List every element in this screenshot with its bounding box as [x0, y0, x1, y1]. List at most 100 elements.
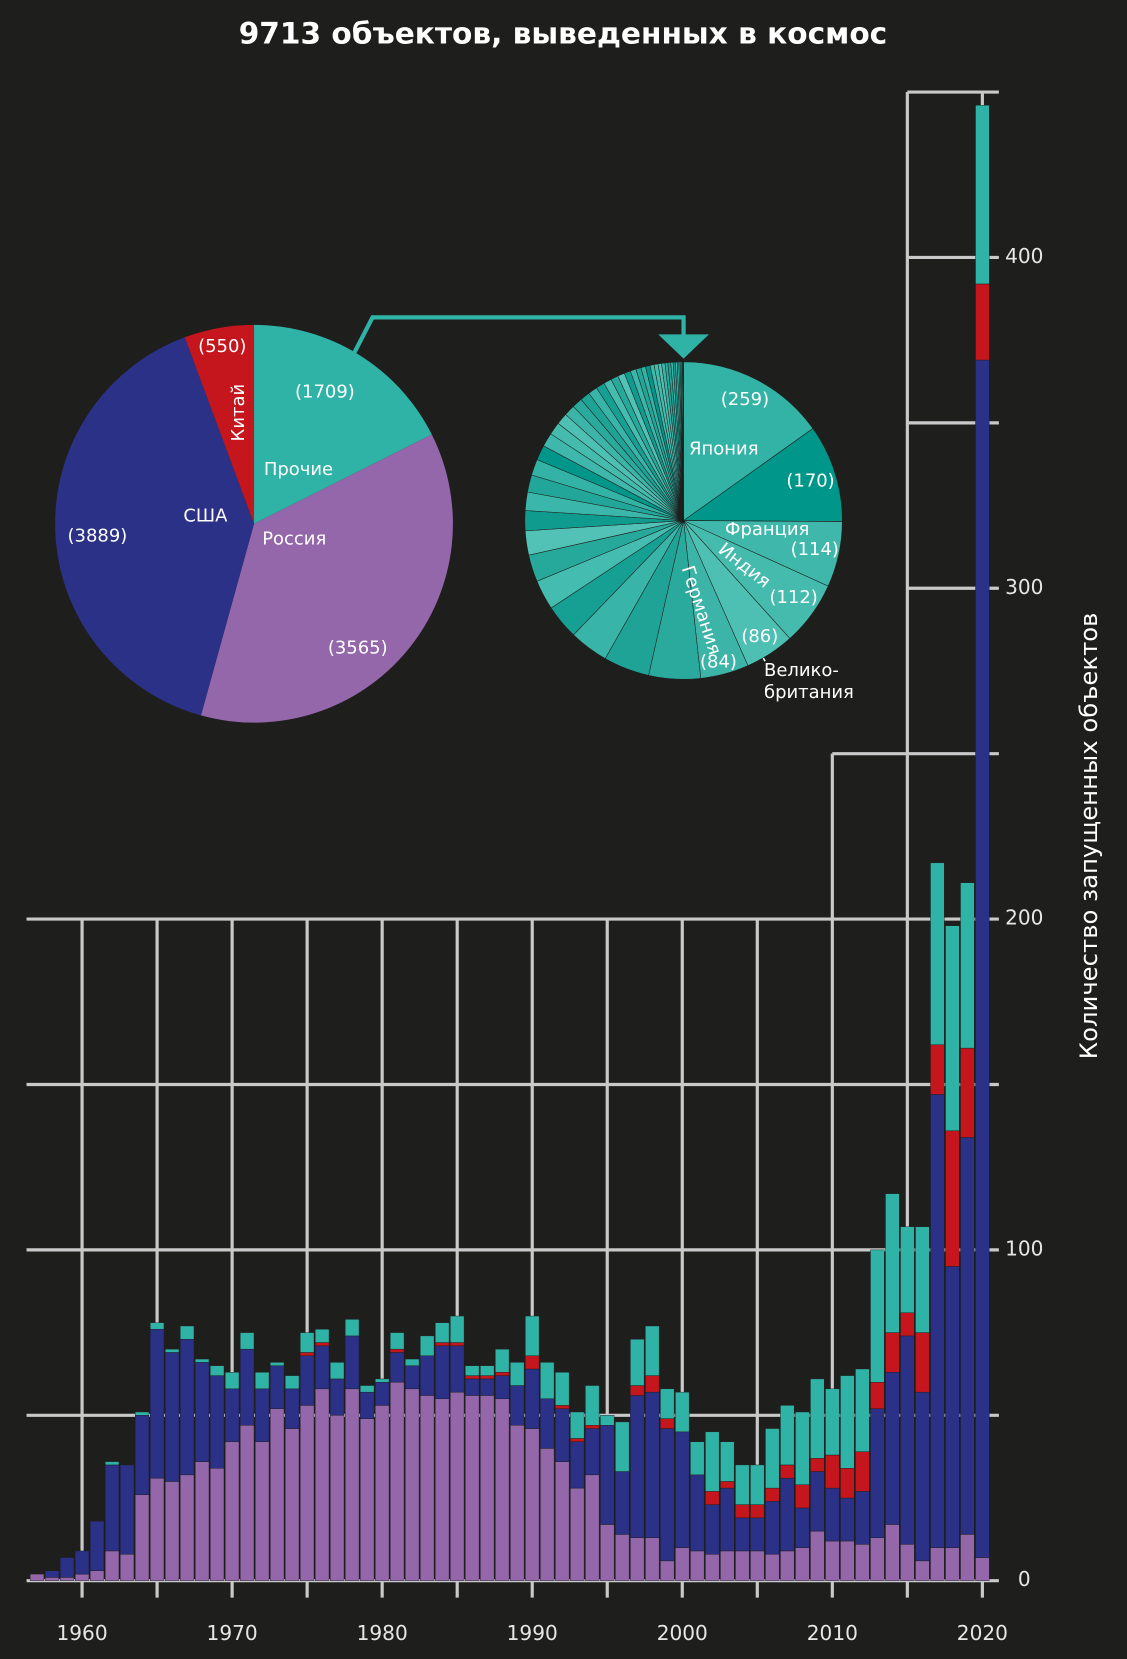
bar-segment: [675, 1391, 690, 1433]
bar-segment: [735, 1464, 750, 1505]
value-label: (550): [198, 336, 246, 357]
bar-segment: [975, 105, 990, 285]
bar-segment: [525, 1315, 540, 1356]
bar-segment: [735, 1517, 750, 1552]
bar-segment: [870, 1537, 885, 1581]
bar-segment: [975, 359, 990, 1558]
bar-segment: [825, 1540, 840, 1581]
bar-segment: [825, 1487, 840, 1542]
bar-segment: [405, 1365, 420, 1390]
bar-segment: [240, 1332, 255, 1350]
bar-segment: [375, 1405, 390, 1581]
y-tick-label: 0: [1018, 1567, 1031, 1591]
bar-segment: [735, 1504, 750, 1519]
bar-segment: [765, 1487, 780, 1502]
bar-segment: [735, 1550, 750, 1581]
bar-segment: [810, 1378, 825, 1459]
bar-segment: [450, 1345, 465, 1393]
bar-segment: [180, 1325, 195, 1340]
x-tick-label: 1960: [56, 1621, 107, 1645]
bar-segment: [795, 1507, 810, 1548]
pie-slice: [683, 361, 814, 522]
slice-label: США: [183, 505, 228, 526]
bar-segment: [405, 1358, 420, 1366]
bar-segment: [975, 1557, 990, 1581]
slice-label: Велико-: [764, 660, 839, 681]
bar-segment: [900, 1312, 915, 1337]
y-tick-label: 100: [1005, 1236, 1043, 1260]
bar-segment: [930, 862, 945, 1046]
bar-segment: [945, 1130, 960, 1267]
bar-segment: [74, 1550, 90, 1575]
bar-segment: [720, 1481, 735, 1489]
bar-segment: [870, 1382, 885, 1409]
bar-segment: [480, 1395, 495, 1581]
bar-segment: [600, 1524, 615, 1581]
bar-segment: [585, 1385, 600, 1426]
bar-segment: [555, 1408, 570, 1462]
pie-slice: [254, 324, 432, 524]
bar-segment: [480, 1378, 495, 1396]
bar-segment: [270, 1365, 285, 1409]
bar-segment: [315, 1329, 330, 1343]
bar-segment: [585, 1474, 600, 1581]
bar-segment: [180, 1339, 195, 1476]
bar-segment: [225, 1372, 240, 1390]
bar-segment: [210, 1365, 225, 1376]
bar-segment: [885, 1193, 900, 1333]
bar-segment: [89, 1570, 105, 1581]
bar-segment: [765, 1501, 780, 1555]
bar-segment: [855, 1451, 870, 1492]
bar-segment: [240, 1348, 255, 1426]
bar-segment: [210, 1375, 225, 1469]
bar-segment: [660, 1560, 675, 1581]
bar-segment: [600, 1415, 615, 1426]
x-tick-label: 2020: [957, 1621, 1008, 1645]
bar-segment: [645, 1375, 660, 1393]
bar-segment: [840, 1497, 855, 1542]
connector: [352, 315, 686, 354]
bar-segment: [660, 1388, 675, 1419]
x-tick-label: 2000: [657, 1621, 708, 1645]
bar-segment: [750, 1517, 765, 1552]
bar-segment: [810, 1530, 825, 1581]
bar-segment: [180, 1474, 195, 1581]
bar-segment: [285, 1375, 300, 1390]
bar-segment: [104, 1464, 120, 1552]
bar-segment: [420, 1395, 435, 1581]
bar-segment: [450, 1391, 465, 1581]
bar-segment: [510, 1385, 525, 1426]
bar-segment: [915, 1560, 930, 1581]
bar-segment: [750, 1464, 765, 1505]
bar-segment: [390, 1352, 405, 1383]
bar-segment: [945, 1266, 960, 1548]
bar-segment: [165, 1352, 180, 1482]
bar-segment: [705, 1491, 720, 1505]
bar-segment: [360, 1418, 375, 1581]
bar-segment: [570, 1438, 585, 1442]
bar-segment: [195, 1362, 210, 1462]
bar-segment: [540, 1398, 555, 1449]
bar-segment: [765, 1554, 780, 1581]
bar-segment: [555, 1372, 570, 1406]
bar-segment: [645, 1325, 660, 1376]
pie-slice: [55, 337, 255, 716]
bar-segment: [255, 1372, 270, 1390]
bar-segment: [480, 1365, 495, 1376]
bar-segment: [690, 1474, 705, 1552]
bar-segment: [585, 1425, 600, 1429]
bar-segment: [270, 1362, 285, 1366]
bar-segment: [780, 1405, 795, 1466]
bar-segment: [165, 1481, 180, 1581]
bar-segment: [255, 1388, 270, 1442]
bar-segment: [525, 1355, 540, 1370]
bar-segment: [945, 1547, 960, 1581]
slice-label: Россия: [262, 529, 326, 550]
bar-segment: [825, 1454, 840, 1489]
bar-segment: [780, 1550, 795, 1581]
bar-segment: [165, 1348, 180, 1353]
bar-segment: [134, 1415, 150, 1495]
bar-segment: [720, 1441, 735, 1482]
bar-segment: [465, 1378, 480, 1396]
